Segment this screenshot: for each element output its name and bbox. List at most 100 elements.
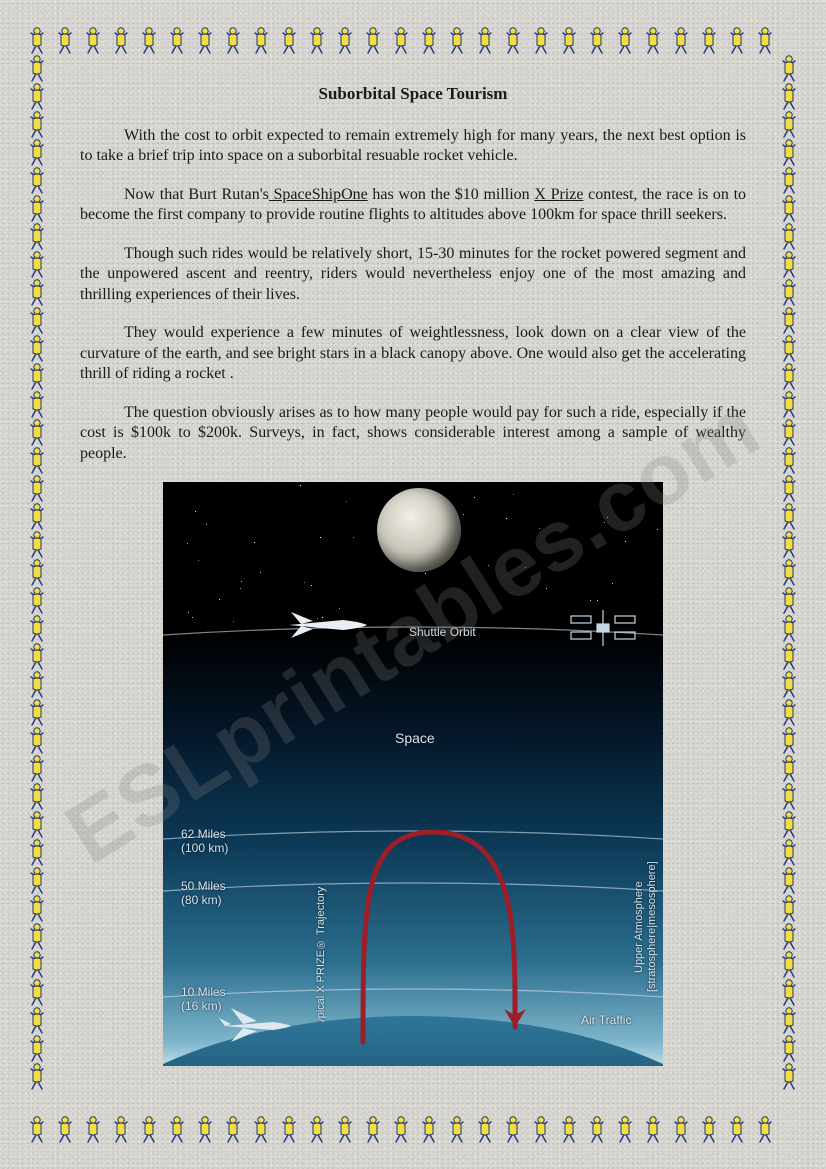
border-figure-icon: [778, 110, 800, 138]
border-figure-icon: [26, 278, 48, 306]
border-figure-icon: [778, 978, 800, 1006]
border-figure-icon: [26, 1062, 48, 1090]
border-figure-icon: [778, 446, 800, 474]
border-figure-icon: [778, 1062, 800, 1090]
border-figure-icon: [558, 26, 580, 54]
border-figure-icon: [726, 1115, 748, 1143]
border-figure-icon: [778, 922, 800, 950]
border-figure-icon: [26, 614, 48, 642]
border-figure-icon: [754, 1115, 776, 1143]
border-figure-icon: [306, 1115, 328, 1143]
shuttle-icon: [283, 608, 373, 642]
border-figure-icon: [166, 1115, 188, 1143]
border-figure-icon: [194, 1115, 216, 1143]
border-figure-icon: [558, 1115, 580, 1143]
border-figure-icon: [26, 390, 48, 418]
border-figure-icon: [474, 1115, 496, 1143]
border-figure-icon: [26, 82, 48, 110]
border-figure-icon: [26, 698, 48, 726]
border-figure-icon: [778, 726, 800, 754]
border-figure-icon: [778, 642, 800, 670]
link-xprize[interactable]: X Prize: [534, 186, 583, 203]
border-figure-icon: [530, 1115, 552, 1143]
border-figure-icon: [778, 1034, 800, 1062]
border-figure-icon: [446, 26, 468, 54]
border-figure-icon: [778, 894, 800, 922]
border-figure-icon: [778, 838, 800, 866]
link-spaceshipone[interactable]: SpaceShipOne: [269, 186, 368, 203]
border-figure-icon: [778, 222, 800, 250]
border-figure-icon: [26, 922, 48, 950]
space-station-icon: [563, 606, 643, 650]
border-figure-icon: [778, 698, 800, 726]
border-figure-icon: [222, 26, 244, 54]
paragraph-5: The question obviously arises as to how …: [80, 403, 746, 464]
border-figure-icon: [26, 670, 48, 698]
border-figure-icon: [278, 26, 300, 54]
border-figure-icon: [278, 1115, 300, 1143]
border-figure-icon: [446, 1115, 468, 1143]
border-figure-icon: [26, 978, 48, 1006]
border-figure-icon: [586, 26, 608, 54]
border-figure-icon: [698, 26, 720, 54]
border-figure-icon: [26, 334, 48, 362]
border-figure-icon: [54, 26, 76, 54]
border-figure-icon: [362, 1115, 384, 1143]
border-figure-icon: [26, 866, 48, 894]
border-figure-icon: [26, 530, 48, 558]
border-figure-icon: [26, 894, 48, 922]
border-figure-icon: [26, 1115, 48, 1143]
border-figure-icon: [778, 250, 800, 278]
border-figure-icon: [586, 1115, 608, 1143]
border-figure-icon: [778, 950, 800, 978]
border-figure-icon: [778, 278, 800, 306]
paragraph-4: They would experience a few minutes of w…: [80, 323, 746, 384]
border-figure-icon: [502, 1115, 524, 1143]
border-figure-icon: [530, 26, 552, 54]
border-figure-icon: [26, 446, 48, 474]
border-figure-icon: [26, 1006, 48, 1034]
border-figure-icon: [778, 82, 800, 110]
border-figure-icon: [362, 26, 384, 54]
border-figure-icon: [778, 306, 800, 334]
border-figure-icon: [26, 502, 48, 530]
border-figure-icon: [26, 194, 48, 222]
border-figure-icon: [778, 530, 800, 558]
border-figure-icon: [778, 362, 800, 390]
trajectory-arc: [163, 482, 663, 1066]
border-figure-icon: [26, 26, 48, 54]
border-figure-icon: [26, 1034, 48, 1062]
border-figure-icon: [778, 54, 800, 82]
border-figure-icon: [26, 222, 48, 250]
border-figure-icon: [26, 810, 48, 838]
border-figure-icon: [778, 614, 800, 642]
border-figure-icon: [778, 194, 800, 222]
border-figure-icon: [418, 26, 440, 54]
border-figure-icon: [390, 26, 412, 54]
border-figure-icon: [502, 26, 524, 54]
border-figure-icon: [166, 26, 188, 54]
border-figure-icon: [474, 26, 496, 54]
border-figure-icon: [110, 1115, 132, 1143]
airplane-icon: [217, 1004, 295, 1044]
border-figure-icon: [26, 166, 48, 194]
page-title: Suborbital Space Tourism: [80, 84, 746, 104]
border-figure-icon: [778, 586, 800, 614]
border-figure-icon: [26, 362, 48, 390]
border-figure-icon: [26, 642, 48, 670]
paragraph-2: Now that Burt Rutan's SpaceShipOne has w…: [80, 185, 746, 226]
border-figure-icon: [614, 1115, 636, 1143]
border-figure-icon: [642, 1115, 664, 1143]
border-figure-icon: [778, 670, 800, 698]
paragraph-1: With the cost to orbit expected to remai…: [80, 126, 746, 167]
border-figure-icon: [26, 306, 48, 334]
border-figure-icon: [778, 390, 800, 418]
content-area: Suborbital Space Tourism With the cost t…: [80, 84, 746, 1066]
border-figure-icon: [82, 26, 104, 54]
border-figure-icon: [778, 754, 800, 782]
border-figure-icon: [698, 1115, 720, 1143]
border-figure-icon: [54, 1115, 76, 1143]
border-figure-icon: [194, 26, 216, 54]
border-figure-icon: [778, 502, 800, 530]
border-figure-icon: [26, 110, 48, 138]
